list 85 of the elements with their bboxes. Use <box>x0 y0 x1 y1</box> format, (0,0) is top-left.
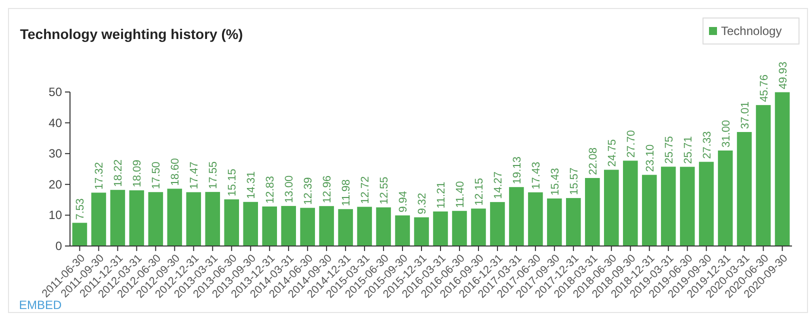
bar <box>224 199 240 246</box>
bar <box>585 178 600 246</box>
bar <box>186 192 202 246</box>
text: 17.50 <box>150 162 163 190</box>
bar <box>376 207 391 246</box>
text: 24.75 <box>606 139 618 167</box>
y-tick-label: 0 <box>55 239 62 253</box>
text: 17.32 <box>94 162 106 190</box>
y-tick-label: 20 <box>48 177 62 192</box>
bar <box>718 150 733 246</box>
bar <box>205 192 220 246</box>
bar <box>528 192 543 246</box>
text: 9.32 <box>416 192 429 214</box>
text: 12.96 <box>322 176 334 204</box>
chart-title: Technology weighting history (%) <box>20 26 243 42</box>
text: 17.55 <box>208 161 220 189</box>
text: 27.70 <box>625 130 638 158</box>
legend-label: Technology <box>721 24 782 38</box>
text: 23.10 <box>644 144 656 172</box>
bar <box>281 206 296 246</box>
bar <box>433 211 448 246</box>
bar <box>414 217 429 246</box>
text: 19.13 <box>511 156 524 184</box>
bar <box>110 190 126 246</box>
text: 18.09 <box>132 160 144 188</box>
bar <box>319 206 334 246</box>
y-tick-label: 30 <box>48 146 62 161</box>
text: 18.60 <box>170 158 182 186</box>
text: 12.83 <box>264 176 277 204</box>
bar <box>756 105 771 246</box>
bar <box>72 222 88 246</box>
text: 17.43 <box>530 162 542 190</box>
text: 7.53 <box>74 198 87 220</box>
text: 18.22 <box>112 159 125 187</box>
y-tick-label: 40 <box>48 116 62 130</box>
text: 22.08 <box>587 147 600 175</box>
text: 14.31 <box>246 171 258 199</box>
bar <box>357 206 372 246</box>
bar <box>566 198 581 246</box>
text: 12.55 <box>378 176 391 204</box>
bar <box>680 166 695 246</box>
bar <box>698 162 714 246</box>
text: 11.21 <box>435 182 448 208</box>
bar <box>642 174 657 246</box>
bar <box>129 190 144 246</box>
text: 11.98 <box>340 179 353 206</box>
text: 13.00 <box>284 175 296 203</box>
bar <box>736 132 752 246</box>
bar <box>660 166 676 246</box>
text: 15.15 <box>226 168 239 196</box>
bar <box>167 188 182 246</box>
bar <box>774 92 790 246</box>
bar <box>509 187 524 246</box>
bar <box>300 208 315 246</box>
text: 15.57 <box>568 168 580 196</box>
bar <box>91 192 106 246</box>
text: 45.76 <box>758 74 770 102</box>
bar <box>490 202 505 246</box>
text: 25.75 <box>663 136 676 164</box>
bar <box>395 215 410 246</box>
text: 15.43 <box>549 168 562 196</box>
text: 37.01 <box>739 101 752 130</box>
text: 27.33 <box>701 131 714 159</box>
y-tick-label: 50 <box>48 85 62 99</box>
text: EMBED <box>19 298 62 312</box>
text: 31.00 <box>720 120 732 148</box>
text: 49.93 <box>777 62 790 90</box>
text: 25.71 <box>682 136 694 164</box>
bar <box>604 170 619 246</box>
bar <box>547 198 562 246</box>
bar <box>338 209 353 246</box>
text: 17.47 <box>188 162 201 190</box>
text: 9.94 <box>398 190 410 212</box>
bar <box>148 192 164 246</box>
bar <box>452 210 467 246</box>
text: 12.72 <box>360 176 372 204</box>
bar <box>471 208 486 246</box>
text: 12.15 <box>473 178 486 206</box>
text: 11.40 <box>454 181 466 208</box>
bar <box>243 202 258 246</box>
bar <box>622 160 638 246</box>
text: 12.39 <box>302 177 315 205</box>
text: 14.27 <box>492 172 504 200</box>
y-tick-label: 10 <box>48 208 62 222</box>
bar <box>262 206 277 246</box>
